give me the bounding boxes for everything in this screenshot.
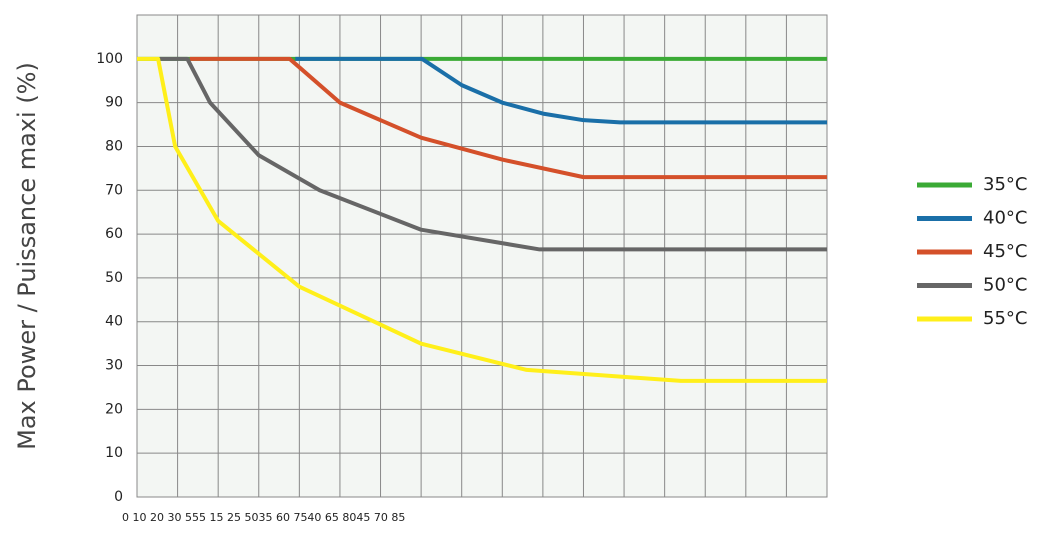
plot-area xyxy=(137,15,827,497)
y-tick-label: 30 xyxy=(105,358,123,374)
y-tick-label: 90 xyxy=(105,95,123,111)
y-tick-label: 100 xyxy=(96,51,123,67)
series-line xyxy=(189,56,827,180)
y-tick-label: 10 xyxy=(105,445,123,461)
legend-label: 50°C xyxy=(983,275,1027,296)
y-axis-label: Max Power / Puissance maxi (%) xyxy=(13,62,41,450)
y-tick-label: 40 xyxy=(105,314,123,330)
y-tick-label: 70 xyxy=(105,182,123,198)
series-line xyxy=(137,56,827,383)
y-tick-label: 50 xyxy=(105,270,123,286)
legend-label: 40°C xyxy=(983,208,1027,229)
series-line xyxy=(159,56,827,252)
series-line xyxy=(295,56,827,125)
y-tick-label: 0 xyxy=(114,489,123,505)
x-tick-text: 0 10 20 30 555 15 25 5035 60 7540 65 804… xyxy=(122,511,405,524)
legend-label: 35°C xyxy=(983,174,1027,195)
y-tick-label: 60 xyxy=(105,226,123,242)
y-tick-label: 80 xyxy=(105,138,123,154)
legend-label: 45°C xyxy=(983,241,1027,262)
y-tick-label: 20 xyxy=(105,401,123,417)
legend-label: 55°C xyxy=(983,308,1027,329)
